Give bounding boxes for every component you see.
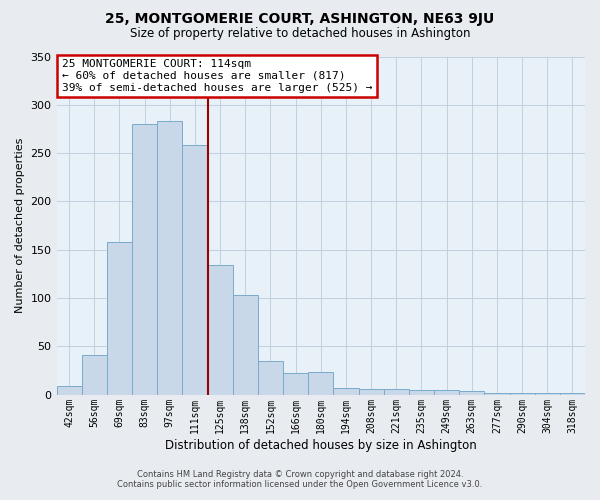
Bar	[484, 392, 509, 394]
Bar	[283, 374, 308, 394]
Bar	[157, 121, 182, 394]
Bar	[434, 390, 459, 394]
Bar	[182, 146, 208, 394]
Bar	[82, 355, 107, 395]
Bar	[107, 242, 132, 394]
Bar	[56, 386, 82, 394]
Text: Size of property relative to detached houses in Ashington: Size of property relative to detached ho…	[130, 28, 470, 40]
Bar	[359, 388, 383, 394]
Bar	[334, 388, 359, 394]
Bar	[258, 360, 283, 394]
Bar	[560, 392, 585, 394]
Bar	[383, 388, 409, 394]
Text: Contains HM Land Registry data © Crown copyright and database right 2024.
Contai: Contains HM Land Registry data © Crown c…	[118, 470, 482, 489]
Bar	[233, 295, 258, 394]
Bar	[459, 390, 484, 394]
X-axis label: Distribution of detached houses by size in Ashington: Distribution of detached houses by size …	[165, 440, 476, 452]
Bar	[308, 372, 334, 394]
Bar	[409, 390, 434, 394]
Text: 25, MONTGOMERIE COURT, ASHINGTON, NE63 9JU: 25, MONTGOMERIE COURT, ASHINGTON, NE63 9…	[106, 12, 494, 26]
Text: 25 MONTGOMERIE COURT: 114sqm
← 60% of detached houses are smaller (817)
39% of s: 25 MONTGOMERIE COURT: 114sqm ← 60% of de…	[62, 60, 372, 92]
Bar	[535, 392, 560, 394]
Bar	[132, 124, 157, 394]
Bar	[208, 265, 233, 394]
Bar	[509, 392, 535, 394]
Y-axis label: Number of detached properties: Number of detached properties	[15, 138, 25, 313]
